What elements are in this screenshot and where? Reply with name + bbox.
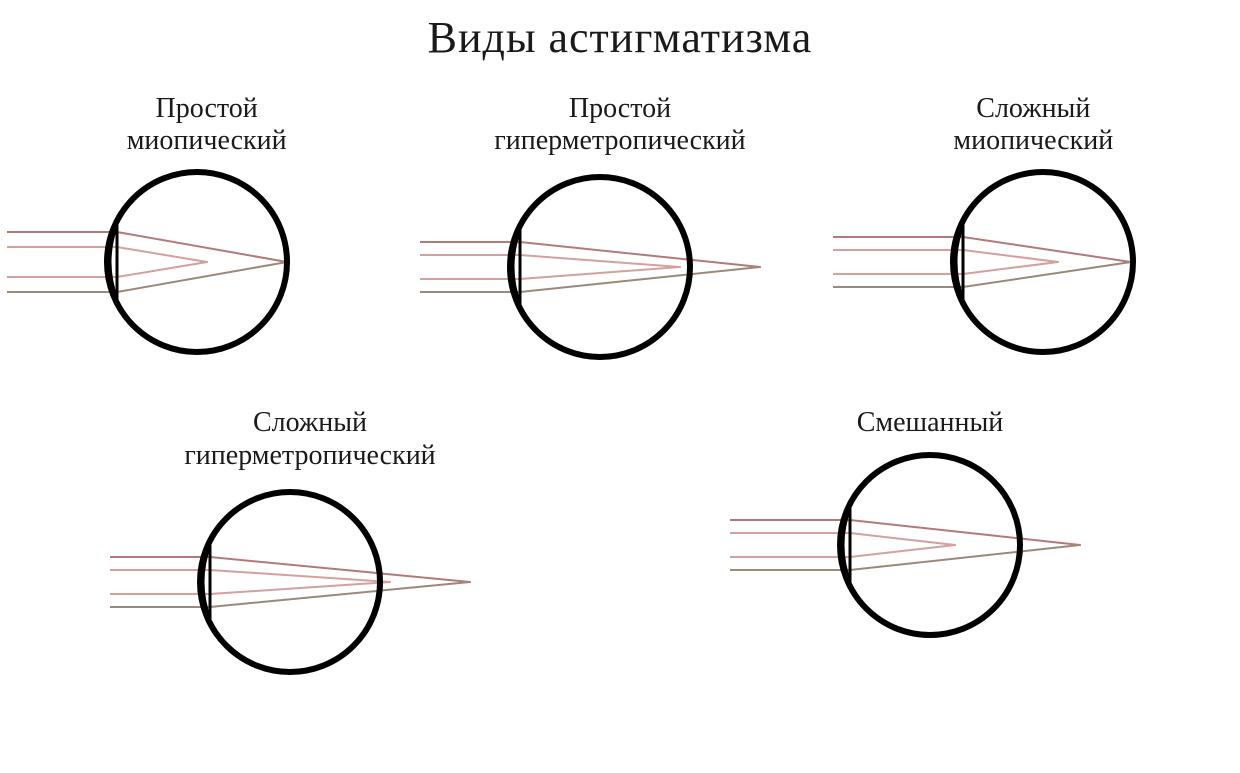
panel-label: Смешанный <box>857 407 1004 439</box>
panel-label: Простой миопический <box>127 93 287 157</box>
eye-diagram-mixed <box>730 450 1130 650</box>
panel-simple-myopic: Простой миопический <box>7 93 407 367</box>
eye-diagram-complex-hyper <box>110 482 510 682</box>
panel-label: Сложный гиперметропический <box>184 407 435 471</box>
eye-diagram-complex-myopic <box>833 167 1233 367</box>
panel-complex-myopic: Сложный миопический <box>833 93 1233 367</box>
panel-label: Простой гиперметропический <box>494 93 745 157</box>
eye-diagram-simple-hyper <box>420 167 820 367</box>
diagram-grid: Простой миопический Простой гиперметропи… <box>0 93 1240 682</box>
panel-complex-hyper: Сложный гиперметропический <box>0 407 620 681</box>
page-title: Виды астигматизма <box>0 12 1240 63</box>
panel-mixed: Смешанный <box>620 407 1240 681</box>
eye-diagram-simple-myopic <box>7 167 407 367</box>
panel-simple-hyper: Простой гиперметропический <box>420 93 820 367</box>
panel-label: Сложный миопический <box>953 93 1113 157</box>
